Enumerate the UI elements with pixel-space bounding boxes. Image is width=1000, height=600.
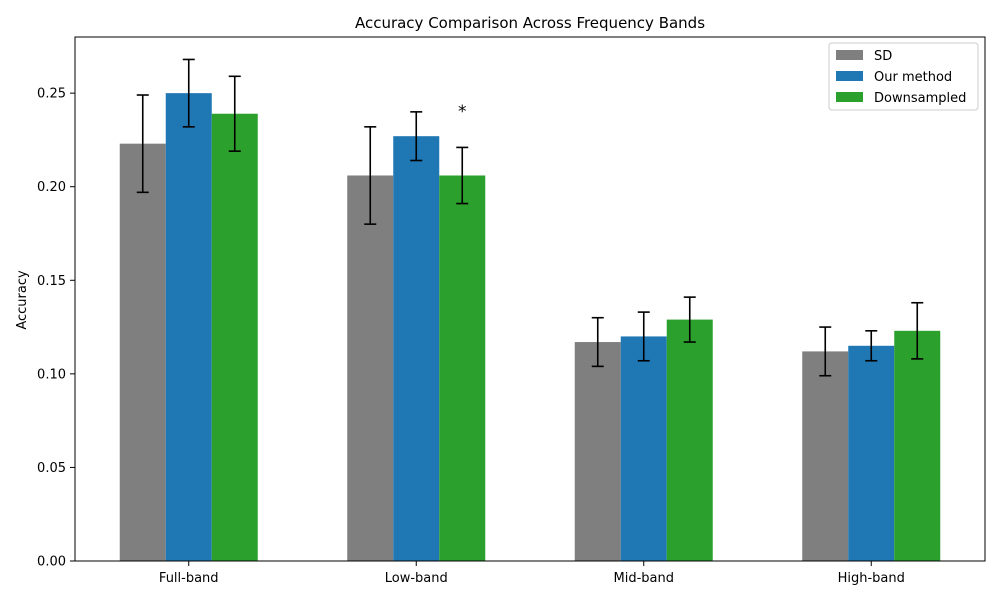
error-bar (456, 146, 469, 205)
bar-our-method-mid-band (620, 336, 667, 561)
legend-swatch (836, 50, 863, 60)
plot-frame (74, 36, 986, 562)
error-bar (865, 330, 878, 362)
error-bar (683, 296, 696, 343)
bar-downsampled-full-band (211, 113, 258, 561)
legend-entry-label: Downsampled (874, 91, 966, 106)
error-bar (819, 326, 832, 377)
bar-downsampled-high-band (894, 330, 941, 561)
x-tick-label: High-band (838, 571, 905, 586)
error-bar (410, 111, 423, 162)
error-bar (364, 126, 377, 225)
error-bar (228, 75, 241, 152)
y-tick-label: 0.20 (37, 180, 66, 195)
bar-sd-mid-band (574, 342, 621, 561)
bar-our-method-high-band (848, 345, 895, 561)
legend-entry-label: Our method (874, 70, 952, 85)
bar-downsampled-low-band (439, 175, 486, 561)
legend-box (828, 42, 979, 111)
error-bar (911, 301, 924, 360)
bar-our-method-low-band (393, 136, 440, 561)
chart-marks: * 0.00 0.05 0.10 0.15 0.20 0.25 Full-band Low-ba… (37, 36, 986, 586)
legend-swatch (836, 71, 863, 81)
y-axis-label: Accuracy (15, 270, 30, 330)
bar-our-method-full-band (165, 93, 212, 562)
legend-swatch (836, 92, 863, 102)
legend: SD Our method Downsampled (828, 42, 979, 111)
error-bar (182, 58, 195, 128)
y-tick-label: 0.15 (37, 274, 66, 289)
y-tick-label: 0.10 (37, 367, 66, 382)
x-tick-label: Low-band (385, 571, 448, 586)
significance-marker: * (458, 102, 467, 122)
x-tick-label: Mid-band (614, 571, 674, 586)
y-tick-label: 0.05 (37, 461, 66, 476)
error-bar (136, 94, 149, 194)
chart-title: Accuracy Comparison Across Frequency Ban… (355, 14, 705, 32)
bar-sd-high-band (802, 351, 849, 561)
legend-entry-label: SD (874, 49, 892, 64)
error-bar (591, 316, 604, 368)
y-tick-label: 0.25 (37, 87, 66, 102)
bar-sd-full-band (119, 143, 166, 561)
bar-sd-low-band (347, 175, 394, 561)
error-bar (637, 311, 650, 362)
bar-downsampled-mid-band (666, 319, 713, 561)
x-tick-label: Full-band (159, 571, 219, 586)
y-tick-label: 0.00 (37, 555, 66, 570)
